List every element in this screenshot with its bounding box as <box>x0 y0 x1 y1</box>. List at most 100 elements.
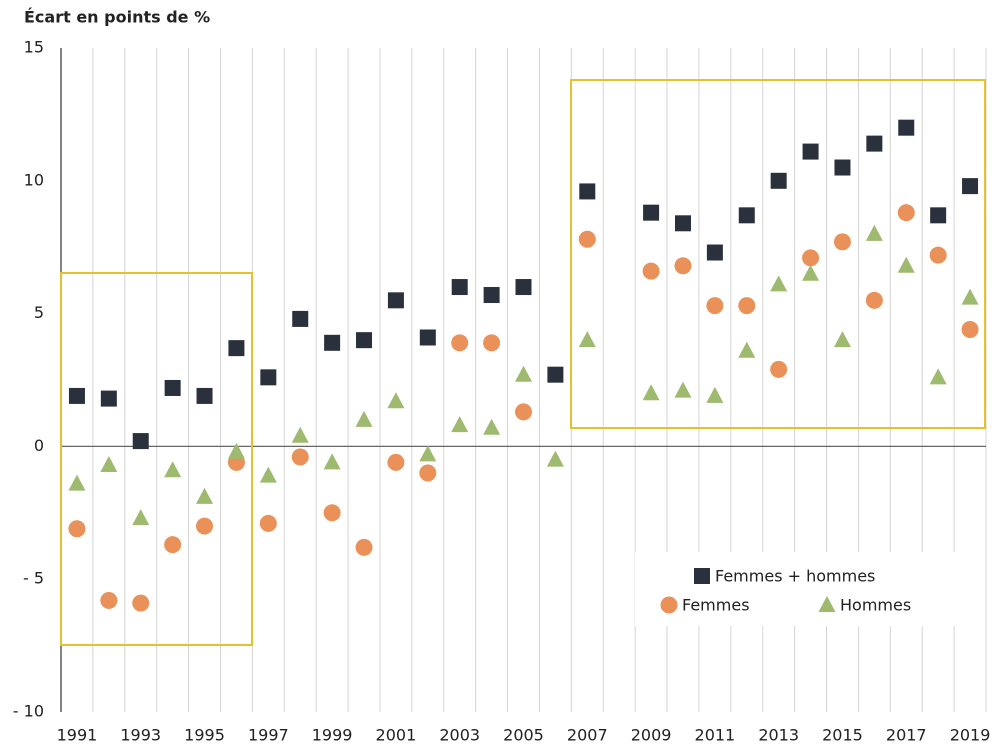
point <box>355 410 373 427</box>
point <box>419 464 437 482</box>
point <box>770 360 788 378</box>
point <box>483 334 501 352</box>
point <box>738 341 756 358</box>
point <box>483 418 501 435</box>
point <box>578 230 596 248</box>
legend-label: Femmes <box>682 596 750 615</box>
point <box>291 448 309 466</box>
x-tick-label: 1999 <box>312 726 353 745</box>
y-tick-label: 10 <box>24 170 44 189</box>
point <box>546 450 564 467</box>
x-tick-label: 2019 <box>950 726 991 745</box>
chart-title: Écart en points de % <box>24 8 210 27</box>
point <box>196 517 214 535</box>
point <box>642 384 660 401</box>
point <box>164 536 182 554</box>
x-tick-label: 1993 <box>120 726 161 745</box>
point <box>387 453 405 471</box>
point <box>929 246 947 264</box>
point <box>865 224 883 241</box>
point <box>738 297 756 315</box>
x-tick-label: 1991 <box>57 726 98 745</box>
point <box>643 204 660 221</box>
x-tick-label: 2001 <box>376 726 417 745</box>
point <box>356 332 373 349</box>
point <box>259 466 277 483</box>
point <box>961 288 979 305</box>
x-tick-label: 2017 <box>886 726 927 745</box>
point <box>834 159 851 176</box>
point <box>674 257 692 275</box>
highlight-box <box>60 272 253 646</box>
point <box>100 591 118 609</box>
x-tick-label: 2009 <box>631 726 672 745</box>
point <box>770 172 787 189</box>
point <box>196 387 213 404</box>
point <box>260 369 277 386</box>
point <box>323 453 341 470</box>
point <box>355 538 373 556</box>
legend-label: Hommes <box>840 596 911 615</box>
point <box>515 403 532 421</box>
y-tick-label: - 10 <box>13 702 44 721</box>
point <box>387 292 404 309</box>
point <box>132 594 150 612</box>
x-tick-label: 2011 <box>695 726 736 745</box>
point <box>962 178 979 195</box>
point <box>451 334 469 352</box>
point <box>898 119 915 136</box>
point <box>419 329 436 346</box>
point <box>674 215 691 232</box>
point <box>68 387 85 404</box>
point <box>483 287 500 304</box>
point <box>451 279 468 296</box>
x-tick-label: 2015 <box>822 726 863 745</box>
point <box>227 442 245 459</box>
point <box>579 183 596 200</box>
point <box>802 143 819 160</box>
point <box>897 256 915 273</box>
x-tick-label: 2007 <box>567 726 608 745</box>
point <box>547 366 564 383</box>
point <box>100 455 118 472</box>
point <box>387 392 405 409</box>
point <box>196 487 214 504</box>
point <box>802 264 820 281</box>
point <box>706 244 723 261</box>
point <box>897 204 915 222</box>
point <box>291 426 309 443</box>
point <box>164 461 182 478</box>
y-tick-label: - 5 <box>23 569 44 588</box>
legend-label: Femmes + hommes <box>715 567 875 586</box>
highlight-box <box>570 79 986 429</box>
legend-marker <box>818 596 836 612</box>
point <box>930 207 947 224</box>
point <box>674 381 692 398</box>
point <box>706 297 724 315</box>
point <box>419 445 437 462</box>
point <box>259 514 277 532</box>
point <box>706 386 724 403</box>
legend-box <box>635 552 985 626</box>
point <box>865 291 883 309</box>
point <box>802 249 820 267</box>
x-tick-label: 2013 <box>758 726 799 745</box>
x-tick-label: 2005 <box>503 726 544 745</box>
point <box>866 135 883 152</box>
point <box>228 340 245 357</box>
y-tick-label: 15 <box>24 38 44 57</box>
x-tick-label: 1995 <box>184 726 225 745</box>
point <box>68 520 86 538</box>
point <box>929 368 947 385</box>
y-tick-label: 0 <box>34 436 44 455</box>
point <box>68 474 86 491</box>
point <box>100 390 117 407</box>
point <box>323 504 341 522</box>
legend-marker <box>660 596 678 614</box>
point <box>132 433 149 450</box>
point <box>324 334 341 351</box>
point <box>833 233 851 251</box>
legend-marker <box>694 568 710 584</box>
